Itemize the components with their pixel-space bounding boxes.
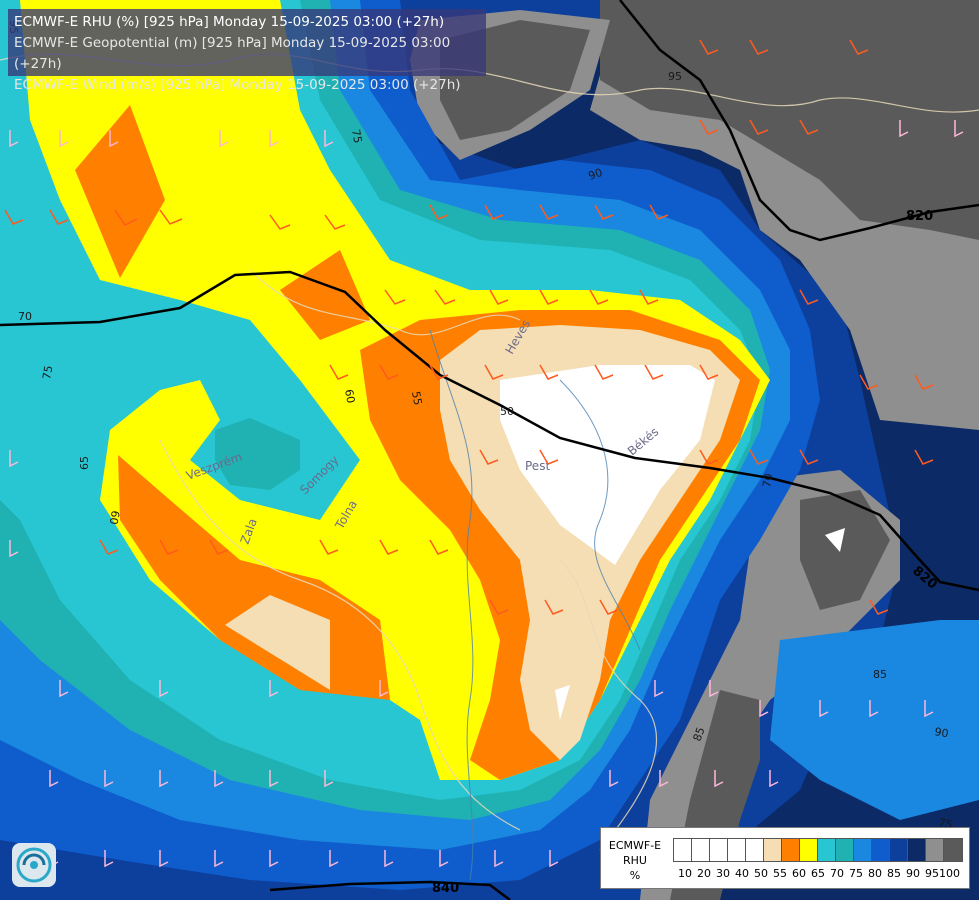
- legend-swatch: [836, 839, 854, 861]
- title-geopotential: ECMWF-E Geopotential (m) [925 hPa] Monda…: [14, 35, 451, 72]
- rhu-band-80-se: [770, 620, 979, 820]
- rhu-band-75-dot: [215, 418, 300, 490]
- legend-tick-label: 50: [754, 867, 768, 880]
- rhu-band-50-sw: [225, 595, 330, 690]
- rhu-labels: 95 95 75 70 60 55 50 65 60 75 85 85 90 9…: [7, 20, 954, 831]
- legend-swatch: [674, 839, 692, 861]
- legend-swatch: [692, 839, 710, 861]
- legend-swatch: [890, 839, 908, 861]
- rhu-label: 90: [933, 725, 949, 740]
- rhu-label: 75: [349, 128, 364, 144]
- legend-swatch: [800, 839, 818, 861]
- legend-swatch: [710, 839, 728, 861]
- geopotential-line-820-ne: [619, 0, 979, 242]
- place-label: Pest: [525, 459, 550, 473]
- rhu-label: 60: [107, 509, 122, 525]
- legend-tick-label: 30: [716, 867, 730, 880]
- logo-icon: [12, 843, 56, 887]
- legend-ticks: 10 20 30 40 50 55 60 65 70 75 80 85 90 95 100: [673, 867, 960, 880]
- legend-swatch: [764, 839, 782, 861]
- legend-swatch: [854, 839, 872, 861]
- wind-barbs: [4, 39, 964, 868]
- legend-tick-label: 95: [925, 867, 939, 880]
- rhu-label: 75: [40, 364, 55, 380]
- rhu-band-40: [500, 365, 715, 565]
- title-wind: ECMWF-E Wind (m/s) [925 hPa] Monday 15-0…: [14, 77, 461, 93]
- legend-variable: RHU: [623, 854, 647, 867]
- map-title-box: ECMWF-E RHU (%) [925 hPa] Monday 15-09-2…: [8, 9, 486, 93]
- rhu-label: 70: [760, 472, 775, 488]
- legend-swatch: [728, 839, 746, 861]
- rhu-label: 95: [668, 70, 682, 83]
- legend-tick-label: 85: [887, 867, 901, 880]
- rhu-band-40-s: [555, 685, 570, 720]
- legend-tick-label: 75: [849, 867, 863, 880]
- rhu-band-100-pocket: [825, 528, 845, 552]
- legend-tick-label: 90: [906, 867, 920, 880]
- legend-swatch: [944, 839, 962, 861]
- legend-tick-label: 80: [868, 867, 882, 880]
- rhu-label: 70: [18, 310, 32, 323]
- legend-swatch: [872, 839, 890, 861]
- legend-tick-label: 55: [773, 867, 787, 880]
- color-legend: ECMWF-E RHU % 10 20 30 40 50 55 60 65 70 75 80 85 90…: [600, 827, 970, 889]
- legend-tick-label: 10: [678, 867, 692, 880]
- rhu-band-100-se: [800, 490, 890, 610]
- rhu-band-100-ne: [600, 0, 979, 240]
- legend-tick-label: 100: [939, 867, 960, 880]
- geopotential-line-820: [0, 270, 979, 592]
- legend-label: ECMWF-E RHU %: [605, 838, 665, 883]
- rhu-label: 55: [409, 390, 424, 406]
- legend-tick-label: 40: [735, 867, 749, 880]
- legend-tick-label: 65: [811, 867, 825, 880]
- legend-tick-label: 70: [830, 867, 844, 880]
- rhu-label: 65: [78, 456, 91, 470]
- legend-swatch: [926, 839, 944, 861]
- legend-swatches: [673, 838, 963, 862]
- rhu-label: 85: [873, 668, 887, 681]
- rhu-label: 60: [342, 388, 357, 404]
- geopotential-line-840: [269, 880, 511, 900]
- rhu-label: 90: [587, 166, 605, 183]
- legend-swatch: [818, 839, 836, 861]
- geopotential-label: 840: [432, 881, 459, 896]
- legend-model: ECMWF-E: [608, 839, 662, 852]
- legend-tick-label: 20: [697, 867, 711, 880]
- legend-tick-label: 60: [792, 867, 806, 880]
- rhu-band-55-w: [75, 105, 165, 278]
- rhu-label: 85: [691, 725, 708, 743]
- legend-unit: %: [629, 869, 641, 882]
- legend-swatch: [908, 839, 926, 861]
- geopotential-label: 820: [906, 209, 933, 224]
- legend-swatch: [782, 839, 800, 861]
- title-rhu: ECMWF-E RHU (%) [925 hPa] Monday 15-09-2…: [14, 14, 445, 30]
- legend-swatch: [746, 839, 764, 861]
- rivers: [429, 329, 641, 881]
- rhu-label: 50: [500, 405, 514, 418]
